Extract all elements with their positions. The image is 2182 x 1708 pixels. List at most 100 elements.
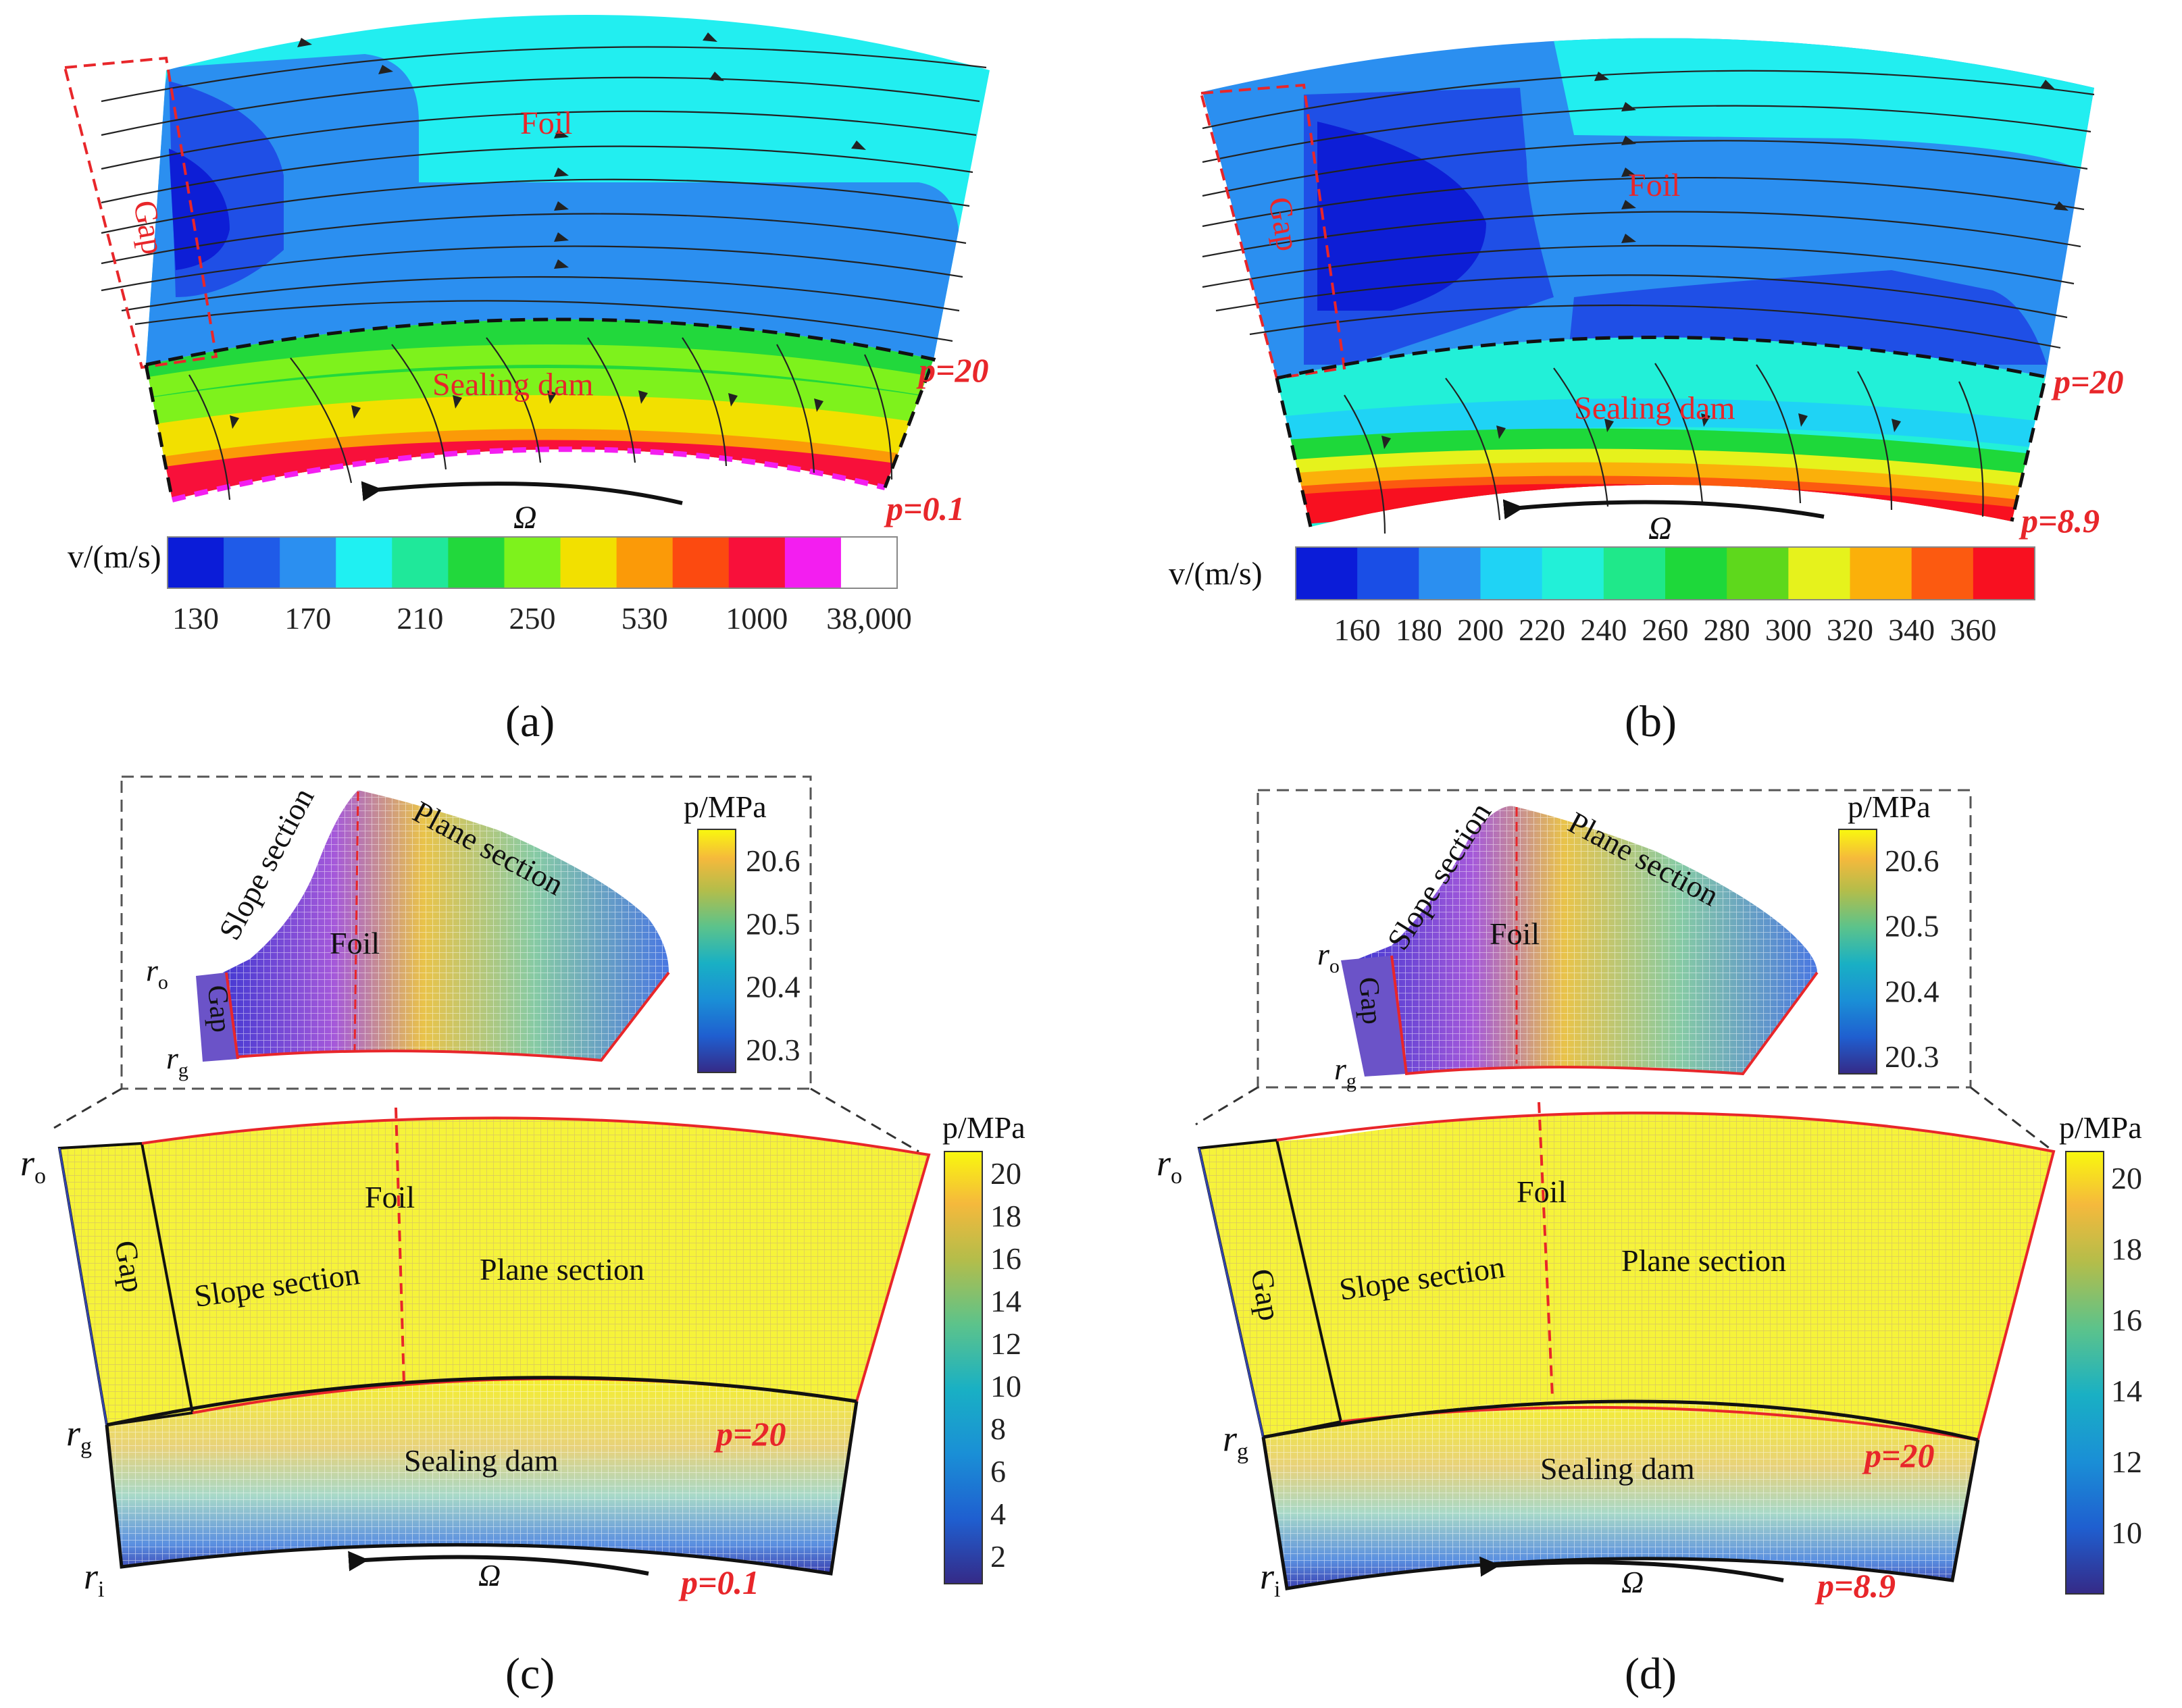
- colorbar-tick-label: 8: [990, 1412, 1006, 1446]
- panel-a: Gap Foil Sealing dam p=20 p=0.1 Ω v/(m/s…: [63, 15, 990, 746]
- rg-label-d: rg: [1223, 1418, 1248, 1464]
- omega-c: Ω: [478, 1558, 501, 1593]
- colorbar-swatch: [1542, 547, 1604, 600]
- colorbar-tick-label: 20.3: [746, 1033, 801, 1067]
- p-high-b: p=20: [2051, 363, 2124, 400]
- ro-label-c: ro: [20, 1143, 46, 1189]
- streamline-arrows-b: [1381, 72, 2069, 449]
- inset-colorbar-d: [1838, 829, 1877, 1075]
- colorbar-tick-label: 260: [1642, 613, 1689, 647]
- inset-colorbar-c: [697, 829, 736, 1073]
- rotation-arrow-a: [361, 481, 683, 505]
- colorbar-tick-label: 20: [2111, 1161, 2142, 1195]
- colorbar-tick-label: 130: [172, 601, 219, 636]
- colorbar-tick-label: 10: [990, 1369, 1021, 1403]
- colorbar-a: 130 170 210 250 530 1000 38,000: [167, 536, 912, 636]
- inset-rg-c: rg: [166, 1041, 188, 1081]
- colorbar-tick-label: 20.4: [1885, 974, 1939, 1008]
- colorbar-d: [2065, 1151, 2104, 1595]
- colorbar-title-b: v/(m/s): [1169, 556, 1263, 592]
- colorbar-tick-label: 280: [1704, 613, 1750, 647]
- colorbar-swatch: [1665, 547, 1727, 600]
- colorbar-tick-label: 320: [1827, 613, 1873, 647]
- p-high-a: p=20: [916, 351, 989, 389]
- colorbar-tick-label: 530: [621, 601, 668, 636]
- colorbar-tick-label: 200: [1457, 613, 1504, 647]
- panel-caption-d: (d): [1625, 1649, 1677, 1699]
- colorbar-tick-label: 250: [509, 601, 556, 636]
- p-low-c: p=0.1: [678, 1563, 759, 1601]
- colorbar-swatch: [1727, 547, 1789, 600]
- velocity-contour-a: [146, 15, 990, 502]
- colorbar-swatch: [336, 537, 392, 588]
- colorbar-title-d: p/MPa: [2059, 1110, 2142, 1145]
- colorbar-swatch: [1788, 547, 1850, 600]
- colorbar-tick-label: 20.5: [746, 906, 801, 941]
- colorbar-tick-label: 20.6: [1885, 844, 1939, 878]
- inset-foil-c: Foil: [330, 926, 380, 960]
- colorbar-swatch: [728, 537, 786, 588]
- rotation-arrow-c: [348, 1551, 649, 1576]
- inset-cb-title-c: p/MPa: [684, 790, 767, 824]
- colorbar-tick-label: 1000: [726, 601, 788, 636]
- inset-foil-d: Foil: [1490, 916, 1540, 951]
- colorbar-tick-label: 2: [990, 1539, 1006, 1574]
- inset-connector-d: [1195, 1086, 2054, 1153]
- p-high-c: p=20: [713, 1415, 786, 1453]
- p-low-d: p=8.9: [1815, 1567, 1896, 1605]
- ro-label-d: ro: [1157, 1143, 1182, 1189]
- omega-b: Ω: [1648, 511, 1672, 546]
- colorbar-ticks-d: 20 18 16 14 12 10: [2111, 1161, 2142, 1550]
- streamline-arrows-a: [230, 32, 866, 429]
- colorbar-swatch: [1603, 547, 1666, 600]
- colorbar-tick-label: 16: [990, 1241, 1021, 1276]
- colorbar-swatch: [840, 537, 898, 588]
- colorbar-swatch: [392, 537, 449, 588]
- colorbar-title-a: v/(m/s): [68, 539, 161, 575]
- colorbar-swatch: [784, 537, 842, 588]
- colorbar-swatch: [616, 537, 674, 588]
- colorbar-swatch: [1357, 547, 1419, 600]
- rg-label-c: rg: [66, 1413, 92, 1459]
- panel-b: Gap Foil Sealing dam p=20 p=8.9 Ω v/(m/s…: [1169, 38, 2124, 746]
- streamlines-a: [101, 46, 987, 500]
- colorbar-swatch: [1480, 547, 1543, 600]
- colorbar-tick-label: 18: [2111, 1232, 2142, 1266]
- colorbar-swatch: [280, 537, 336, 588]
- colorbar-tick-label: 160: [1334, 613, 1381, 647]
- dam-label-d: Sealing dam: [1540, 1451, 1695, 1486]
- colorbar-swatch: [672, 537, 730, 588]
- foil-label-b: Foil: [1628, 167, 1680, 203]
- dam-label-c: Sealing dam: [404, 1443, 559, 1478]
- colorbar-swatch: [504, 537, 561, 588]
- rotation-arrow-d: [1479, 1556, 1784, 1582]
- panel-d: Slope section Plane section Foil Gap ro …: [1157, 789, 2142, 1699]
- plane-label-c: Plane section: [480, 1252, 644, 1287]
- colorbar-tick-label: 170: [284, 601, 331, 636]
- inset-gap-d: Gap: [1352, 976, 1388, 1026]
- colorbar-tick-label: 20.3: [1885, 1039, 1939, 1074]
- dam-label-b: Sealing dam: [1574, 390, 1735, 426]
- colorbar-tick-label: 14: [2111, 1374, 2142, 1408]
- dam-boundary-a: [144, 317, 936, 500]
- colorbar-tick-label: 14: [990, 1284, 1021, 1318]
- colorbar-swatch: [1296, 547, 1358, 600]
- dam-boundary-b: [1275, 336, 2048, 527]
- inset-ro-c: ro: [146, 953, 168, 993]
- foil-label-d: Foil: [1517, 1174, 1567, 1209]
- panel-caption-b: (b): [1625, 697, 1677, 746]
- colorbar-swatch: [448, 537, 505, 588]
- inset-rg-d: rg: [1334, 1052, 1356, 1092]
- colorbar-ticks-c: 20 18 16 14 12 10 8 6 4 2: [990, 1156, 1021, 1574]
- colorbar-tick-label: 180: [1396, 613, 1442, 647]
- colorbar-tick-label: 6: [990, 1454, 1006, 1489]
- p-low-b: p=8.9: [2019, 502, 2100, 540]
- mesh-main-d: [1197, 1102, 2056, 1590]
- inset-cb-ticks-c: 20.6 20.5 20.4 20.3: [746, 844, 801, 1067]
- colorbar-c: [944, 1151, 983, 1584]
- p-high-d: p=20: [1862, 1437, 1935, 1474]
- colorbar-tick-label: 18: [990, 1199, 1021, 1233]
- inset-gap-c: Gap: [201, 984, 236, 1034]
- omega-a: Ω: [513, 500, 537, 536]
